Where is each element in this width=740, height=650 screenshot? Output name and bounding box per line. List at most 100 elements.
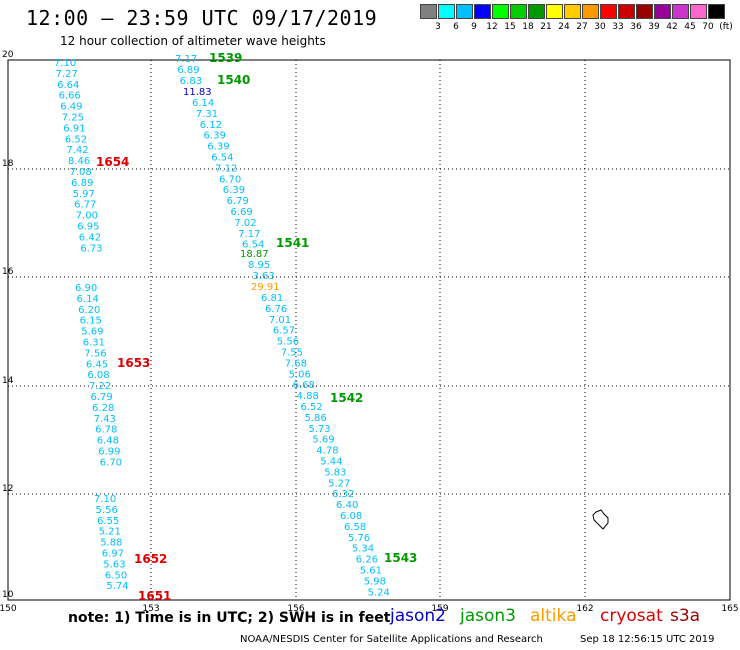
wave-height-value: 6.39 [207, 142, 229, 153]
wave-height-value: 6.70 [219, 174, 241, 185]
legend-swatch [528, 4, 545, 19]
lon-tick-label: 156 [287, 604, 304, 614]
wave-height-value: 6.97 [102, 549, 124, 560]
lon-tick-label: 153 [142, 604, 159, 614]
wave-height-value: 6.14 [192, 98, 214, 109]
lat-tick-label: 12 [2, 484, 13, 494]
wave-height-value: 5.56 [96, 505, 118, 516]
legend-swatch [564, 4, 581, 19]
wave-height-value: 6.28 [92, 403, 114, 414]
legend-label: 18 [522, 22, 534, 32]
wave-height-value: 7.55 [281, 348, 303, 359]
wave-height-value: 5.24 [368, 587, 390, 598]
wave-height-value: 5.76 [348, 533, 370, 544]
pass-time-label: 1543 [384, 551, 417, 565]
wave-height-value: 6.76 [265, 304, 287, 315]
satellite-legend-item: cryosat [600, 606, 663, 626]
wave-height-value: 7.12 [215, 163, 237, 174]
legend-label: 36 [630, 22, 642, 32]
wave-height-values: 7.107.276.646.666.497.256.916.527.428.46… [54, 54, 390, 598]
wave-height-value: 5.74 [106, 581, 128, 592]
wave-height-value: 7.42 [66, 145, 88, 156]
pass-time-label: 1540 [217, 73, 250, 87]
wave-height-value: 7.10 [94, 494, 116, 505]
wave-height-value: 8.95 [248, 260, 270, 271]
wave-height-value: 6.55 [97, 516, 119, 527]
wave-height-value: 6.89 [71, 178, 93, 189]
wave-height-value: 5.88 [100, 538, 122, 549]
wave-height-value: 5.61 [360, 566, 382, 577]
lon-tick-label: 165 [721, 604, 738, 614]
legend-label: (ft) [719, 22, 733, 32]
legend-swatch [636, 4, 653, 19]
wave-height-value-highlight: 18.87 [240, 249, 269, 260]
wave-height-value: 5.21 [99, 527, 121, 538]
legend-swatch [582, 4, 599, 19]
legend-swatch [438, 4, 455, 19]
legend-swatch [492, 4, 509, 19]
wave-height-value: 6.58 [344, 522, 366, 533]
wave-height-value: 5.73 [308, 424, 330, 435]
legend-label: 24 [558, 22, 570, 32]
wave-height-value: 6.70 [100, 457, 122, 468]
wave-height-value: 6.08 [87, 370, 109, 381]
units-note: note: 1) Time is in UTC; 2) SWH is in fe… [68, 610, 391, 626]
satellite-legend-item: jason2 [390, 606, 446, 626]
wave-height-value: 6.57 [273, 326, 295, 337]
wave-height-value: 6.91 [63, 123, 85, 134]
wave-height-value: 6.42 [79, 232, 101, 243]
wave-height-value: 7.01 [269, 315, 291, 326]
wave-height-value: 6.79 [91, 392, 113, 403]
wave-height-value: 5.27 [328, 478, 350, 489]
wave-height-value: 5.83 [324, 467, 346, 478]
wave-height-value: 7.68 [285, 358, 307, 369]
wave-height-value: 6.99 [98, 447, 120, 458]
wave-height-value: 7.27 [56, 69, 78, 80]
pass-time-label: 1651 [138, 589, 171, 603]
wave-height-value: 6.69 [231, 207, 253, 218]
wave-height-value: 5.44 [320, 457, 342, 468]
wave-height-value-highlight: 11.83 [183, 87, 212, 98]
legend-label: 21 [540, 22, 552, 32]
wave-height-value: 7.31 [196, 109, 218, 120]
page-subtitle: 12 hour collection of altimeter wave hei… [60, 34, 326, 48]
wave-height-value: 6.39 [204, 131, 226, 142]
wave-height-value: 6.12 [200, 120, 222, 131]
wave-height-value: 6.40 [336, 500, 358, 511]
lat-tick-label: 20 [2, 50, 14, 60]
island-outline [592, 509, 609, 530]
legend-label: 9 [471, 22, 477, 32]
wave-height-value: 6.20 [78, 305, 100, 316]
wave-height-value: 6.52 [301, 402, 323, 413]
wave-height-value: 7.43 [94, 414, 116, 425]
credit-line: NOAA/NESDIS Center for Satellite Applica… [240, 634, 543, 645]
pass-time-label: 1654 [96, 155, 129, 169]
wave-height-value: 7.17 [175, 54, 197, 65]
lon-tick-label: 150 [0, 604, 17, 614]
wave-height-value: 5.98 [364, 576, 386, 587]
satellite-legend-item: altika [530, 606, 577, 626]
legend-label: 6 [453, 22, 459, 32]
wave-height-value: 5.56 [277, 337, 299, 348]
wave-height-value: 7.02 [234, 218, 256, 229]
legend-swatch [510, 4, 527, 19]
legend-label: 70 [702, 22, 714, 32]
wave-height-value: 7.22 [89, 381, 111, 392]
wave-height-value: 6.50 [105, 570, 127, 581]
wave-height-value: 6.52 [65, 134, 87, 145]
wave-height-value: 6.89 [177, 65, 199, 76]
lon-tick-label: 162 [576, 604, 593, 614]
lat-tick-label: 10 [2, 590, 14, 600]
legend-swatch [654, 4, 671, 19]
legend-label: 30 [594, 22, 606, 32]
pass-time-labels: 1539 1540 1654 1541 1653 1542 1652 1543 1651 [96, 51, 417, 603]
wave-height-value: 6.26 [356, 555, 378, 566]
wave-height-value: 6.83 [180, 76, 202, 87]
wave-height-value-highlight: 29.91 [251, 282, 280, 293]
wave-height-value: 6.14 [77, 294, 99, 305]
wave-height-value: 5.97 [73, 189, 95, 200]
wave-height-value: 5.06 [289, 369, 311, 380]
lon-tick-label: 159 [431, 604, 448, 614]
legend-label: 45 [684, 22, 696, 32]
